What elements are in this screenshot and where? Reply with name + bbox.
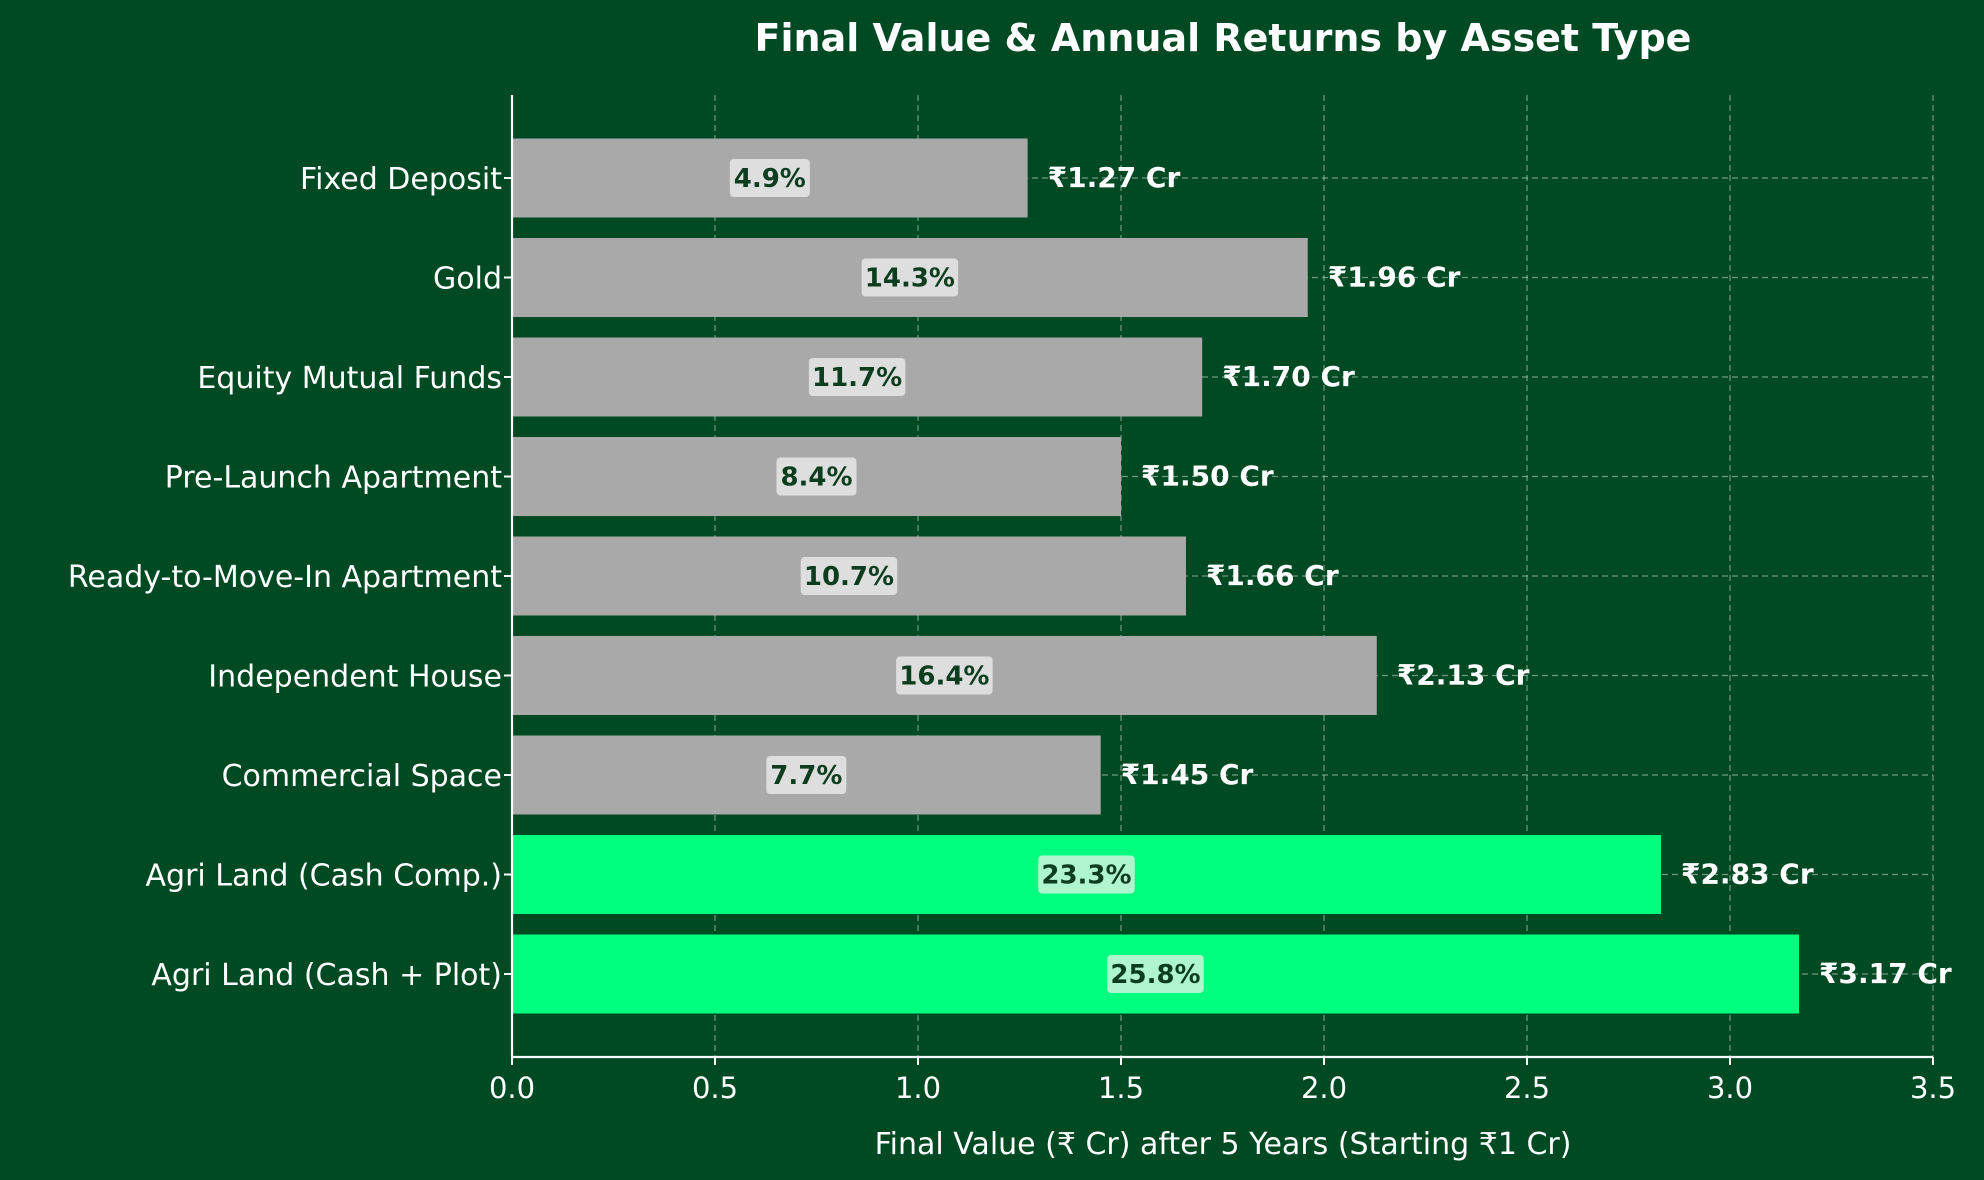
- return-label: 10.7%: [804, 562, 894, 592]
- y-tick-label: Independent House: [208, 660, 502, 695]
- x-tick-label: 0.5: [692, 1071, 738, 1105]
- x-tick-label: 3.0: [1707, 1071, 1753, 1105]
- return-label-box: [1038, 855, 1135, 894]
- x-tick-label: 3.5: [1910, 1071, 1956, 1105]
- x-tick-label: 0.0: [489, 1071, 535, 1105]
- return-label-box: [776, 457, 857, 496]
- return-label: 4.9%: [734, 164, 806, 194]
- x-tick-label: 1.0: [895, 1071, 941, 1105]
- y-tick-label: Agri Land (Cash + Plot): [151, 958, 502, 993]
- y-tick-label: Commercial Space: [222, 759, 502, 794]
- return-label: 8.4%: [780, 463, 852, 493]
- axis-layer: 0.0 0.5 1.0 1.5 2.0 2.5 3.0 3.5 Fixed Deposit Gol…: [68, 95, 1956, 1105]
- value-label: ₹1.66 Cr: [1206, 559, 1339, 592]
- value-label: ₹3.17 Cr: [1819, 957, 1952, 990]
- value-label: ₹2.83 Cr: [1681, 858, 1814, 891]
- value-label: ₹1.96 Cr: [1328, 261, 1461, 294]
- return-label: 11.7%: [812, 363, 902, 393]
- value-label: ₹2.13 Cr: [1397, 659, 1530, 692]
- return-label: 23.3%: [1041, 861, 1131, 891]
- value-label: ₹1.27 Cr: [1048, 161, 1181, 194]
- value-label: ₹1.50 Cr: [1141, 460, 1274, 493]
- y-tick-label: Ready-to-Move-In Apartment: [68, 560, 502, 595]
- return-label-box: [766, 756, 847, 794]
- return-label: 14.3%: [865, 264, 955, 294]
- return-label-box: [808, 358, 906, 396]
- chart-title: Final Value & Annual Returns by Asset Ty…: [755, 16, 1692, 60]
- y-tick-label: Gold: [433, 262, 502, 297]
- y-tick-label: Equity Mutual Funds: [197, 361, 502, 396]
- return-label: 16.4%: [899, 662, 989, 692]
- return-label-box: [896, 656, 993, 695]
- x-tick-label: 2.5: [1504, 1071, 1550, 1105]
- return-label-box: [1107, 955, 1204, 993]
- y-tick-label: Pre-Launch Apartment: [165, 461, 502, 496]
- return-label: 25.8%: [1110, 960, 1200, 990]
- y-tick-label: Fixed Deposit: [300, 162, 502, 197]
- return-label-box: [861, 258, 959, 297]
- value-label: ₹1.70 Cr: [1222, 360, 1355, 393]
- return-label-box: [800, 557, 898, 595]
- x-axis-label: Final Value (₹ Cr) after 5 Years (Starti…: [875, 1127, 1572, 1162]
- value-label: ₹1.45 Cr: [1121, 758, 1254, 791]
- return-label-box: [729, 159, 810, 197]
- bar-layer: 4.9% ₹1.27 Cr 14.3% ₹1.96 Cr 11.7% ₹1.70 Cr 8.…: [512, 138, 1952, 1014]
- y-tick-label: Agri Land (Cash Comp.): [146, 859, 502, 894]
- x-tick-label: 2.0: [1301, 1071, 1347, 1105]
- x-tick-label: 1.5: [1098, 1071, 1144, 1105]
- return-label: 7.7%: [770, 761, 842, 791]
